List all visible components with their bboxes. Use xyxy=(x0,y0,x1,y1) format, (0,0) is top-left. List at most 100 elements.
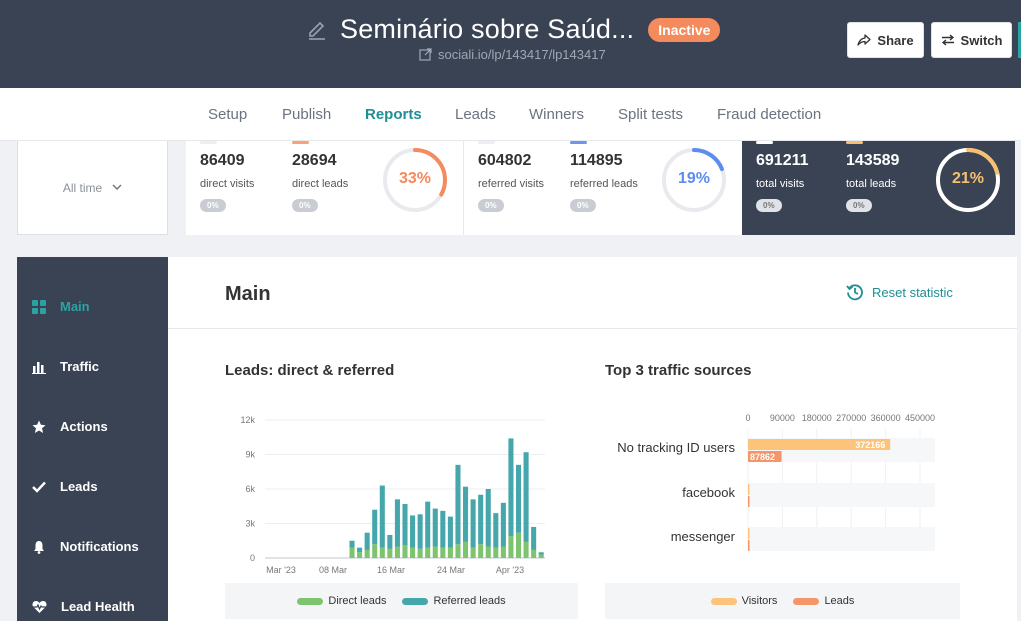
leads-bar xyxy=(748,496,750,507)
switch-button[interactable]: Switch xyxy=(931,22,1012,58)
x-tick-label: Apr '23 xyxy=(496,565,524,575)
y-tick-label: 3k xyxy=(245,519,255,529)
referred-leads-bar xyxy=(463,486,469,542)
bell-icon xyxy=(34,540,44,554)
referred-leads-change: 0% xyxy=(570,199,596,212)
sources-chart-legend: Visitors Leads xyxy=(605,583,960,619)
category-label: No tracking ID users xyxy=(617,440,735,455)
y-tick-label: 0 xyxy=(250,553,255,563)
sidebar-item-lead-health[interactable]: Lead Health xyxy=(32,599,135,614)
tab-setup[interactable]: Setup xyxy=(208,106,248,123)
reset-statistic-button[interactable]: Reset statistic xyxy=(846,283,953,301)
total-visits-label: total visits xyxy=(756,178,805,190)
legend-swatch-referred xyxy=(402,597,429,605)
sidebar-item-leads[interactable]: Leads xyxy=(32,479,98,494)
total-conversion-donut xyxy=(936,148,1000,212)
tab-reports[interactable]: Reports xyxy=(365,106,422,123)
referred-visits-stat: 604802 referred visits 0% xyxy=(478,141,544,213)
direct-leads-value: 28694 xyxy=(292,152,337,169)
direct-leads-bar xyxy=(387,548,393,558)
referred-visits-value: 604802 xyxy=(478,152,532,169)
legend-label: Leads xyxy=(824,595,855,607)
share-icon xyxy=(857,34,872,46)
referred-leads-bar xyxy=(447,516,453,548)
page-url[interactable]: sociali.io/lp/143417/lp143417 xyxy=(419,47,606,62)
referred-leads-bar xyxy=(432,508,438,547)
legend-direct-leads[interactable]: Direct leads xyxy=(297,595,386,607)
total-conversion-rate: 21% xyxy=(951,170,985,187)
referred-leads-bar xyxy=(364,532,370,550)
direct-leads-bar xyxy=(538,554,544,558)
page-title: Seminário sobre Saúd... xyxy=(340,14,635,44)
switch-icon xyxy=(941,34,954,46)
legend-visitors[interactable]: Visitors xyxy=(710,595,777,607)
x-tick-label: 180000 xyxy=(802,413,832,423)
legend-swatch-direct xyxy=(297,597,324,605)
referred-leads-bar xyxy=(515,464,522,533)
x-tick-label: 360000 xyxy=(871,413,901,423)
legend-referred-leads[interactable]: Referred leads xyxy=(402,595,506,607)
x-tick-label: 270000 xyxy=(836,413,866,423)
legend-swatch-visitors xyxy=(710,597,737,605)
legend-leads[interactable]: Leads xyxy=(793,595,854,607)
referred-leads-bar xyxy=(349,540,355,548)
external-link-icon xyxy=(419,48,432,61)
period-filter-dropdown[interactable]: All time xyxy=(17,141,168,235)
direct-leads-bar xyxy=(394,546,400,558)
referred-leads-bar xyxy=(470,499,476,548)
x-tick-label: 90000 xyxy=(770,413,795,423)
referred-visits-change: 0% xyxy=(478,199,504,212)
tab-split-tests[interactable]: Split tests xyxy=(618,106,684,123)
x-tick-label: Mar '23 xyxy=(266,565,296,575)
sidebar-item-main[interactable]: Main xyxy=(32,299,90,314)
report-sidebar: Main Traffic Actions Leads Notifications… xyxy=(17,257,168,621)
referred-conversion-donut xyxy=(662,148,726,212)
edit-icon[interactable] xyxy=(306,19,328,41)
referred-leads-bar xyxy=(531,526,537,550)
visitors-bar xyxy=(748,484,750,495)
direct-leads-bar xyxy=(478,544,484,558)
direct-leads-bar xyxy=(372,544,378,558)
share-label: Share xyxy=(877,32,914,48)
sidebar-item-label: Leads xyxy=(60,479,98,494)
direct-visits-value: 86409 xyxy=(200,152,245,169)
tab-publish[interactable]: Publish xyxy=(282,106,332,123)
top-header: Seminário sobre Saúd... Inactive sociali… xyxy=(0,0,1021,88)
category-label: messenger xyxy=(671,529,736,544)
direct-leads-bar xyxy=(523,541,529,558)
visitors-bar xyxy=(748,439,891,450)
direct-visits-label: direct visits xyxy=(200,178,255,190)
total-visits-value: 691211 xyxy=(756,152,809,169)
referred-leads-bar xyxy=(478,494,484,545)
direct-leads-bar xyxy=(470,547,476,558)
referred-leads-bar xyxy=(387,535,393,549)
sidebar-item-traffic[interactable]: Traffic xyxy=(32,359,99,374)
sidebar-item-actions[interactable]: Actions xyxy=(32,419,108,434)
total-leads-label: total leads xyxy=(846,178,897,190)
tabs-bar: Setup Publish Reports Leads Winners Spli… xyxy=(0,88,1021,141)
y-tick-label: 9k xyxy=(245,450,255,460)
visitors-data-label: 372166 xyxy=(855,440,885,450)
bar-chart-icon xyxy=(32,361,46,374)
sidebar-item-notifications[interactable]: Notifications xyxy=(32,539,139,554)
direct-leads-bar xyxy=(364,549,370,558)
referred-visits-label: referred visits xyxy=(478,178,545,190)
x-tick-label: 08 Mar xyxy=(319,565,347,575)
direct-leads-label: direct leads xyxy=(292,178,349,190)
referred-leads-value: 114895 xyxy=(570,152,623,169)
tab-leads[interactable]: Leads xyxy=(455,106,496,123)
tab-winners[interactable]: Winners xyxy=(529,106,585,123)
direct-leads-change: 0% xyxy=(292,199,318,212)
direct-leads-bar xyxy=(425,547,431,558)
leads-chart-title: Leads: direct & referred xyxy=(225,362,395,379)
total-stats-panel xyxy=(742,141,1015,235)
leads-chart-legend: Direct leads Referred leads xyxy=(225,583,578,619)
referred-leads-bar xyxy=(523,452,529,542)
share-button[interactable]: Share xyxy=(847,22,924,58)
sources-chart: 0 90000 180000 270000 360000 450000 No trackin… xyxy=(617,413,935,551)
switch-label: Switch xyxy=(960,32,1003,48)
total-visits-stat: 691211 total visits 0% xyxy=(756,141,809,213)
page-url-text[interactable]: sociali.io/lp/143417/lp143417 xyxy=(438,47,606,62)
referred-leads-bar xyxy=(379,485,385,548)
tab-fraud-detection[interactable]: Fraud detection xyxy=(717,106,822,123)
